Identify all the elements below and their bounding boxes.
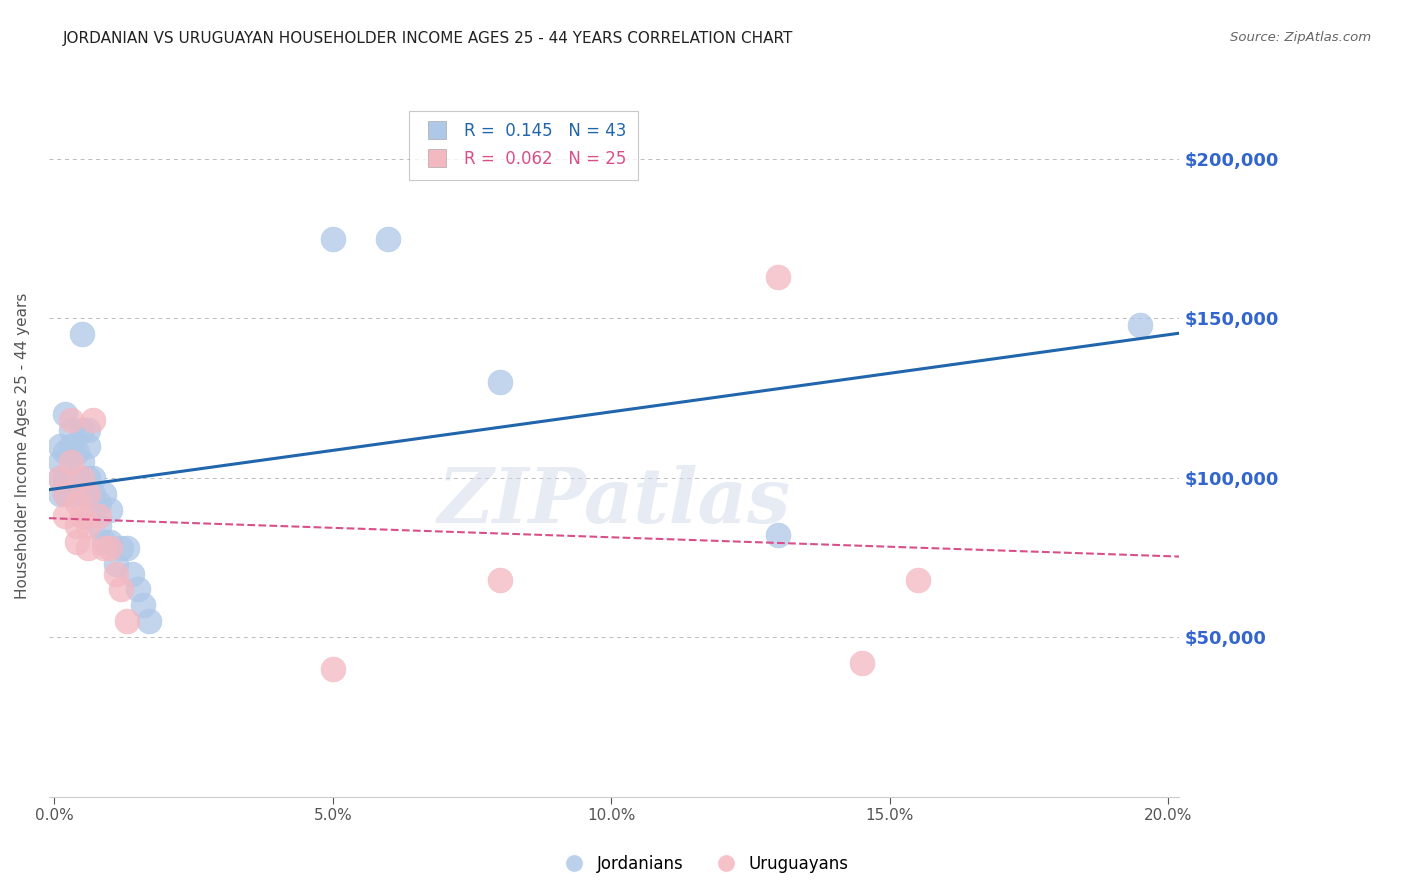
Point [55, 487, 77, 501]
Point [907, 573, 929, 587]
Point [65, 518, 87, 533]
Point [93, 487, 115, 501]
Point [82, 487, 104, 501]
Point [60, 413, 83, 427]
Point [851, 656, 873, 670]
Point [70, 487, 93, 501]
Point [60, 423, 83, 437]
Point [76, 518, 98, 533]
Point [65, 534, 87, 549]
Y-axis label: Householder Income Ages 25 - 44 years: Householder Income Ages 25 - 44 years [15, 293, 30, 599]
Point [70, 423, 93, 437]
Point [49, 471, 72, 485]
Point [76, 509, 98, 524]
Point [55, 487, 77, 501]
Point [98, 502, 121, 516]
Point [76, 439, 98, 453]
Point [70, 455, 93, 469]
Point [115, 541, 138, 555]
Point [76, 471, 98, 485]
Point [322, 662, 344, 676]
Point [768, 270, 790, 285]
Point [49, 455, 72, 469]
Point [377, 232, 399, 246]
Text: Source: ZipAtlas.com: Source: ZipAtlas.com [1230, 31, 1371, 45]
Point [98, 541, 121, 555]
Text: JORDANIAN VS URUGUAYAN HOUSEHOLDER INCOME AGES 25 - 44 YEARS CORRELATION CHART: JORDANIAN VS URUGUAYAN HOUSEHOLDER INCOM… [63, 31, 793, 46]
Point [98, 534, 121, 549]
Point [110, 541, 132, 555]
Point [70, 509, 93, 524]
Point [55, 509, 77, 524]
Point [70, 471, 93, 485]
Point [60, 487, 83, 501]
Text: ZIPatlas: ZIPatlas [437, 465, 790, 539]
Point [60, 455, 83, 469]
Point [489, 375, 512, 389]
Point [49, 439, 72, 453]
Point [104, 557, 127, 571]
Point [49, 471, 72, 485]
Point [82, 471, 104, 485]
Point [70, 327, 93, 342]
Point [55, 407, 77, 421]
Point [104, 566, 127, 581]
Point [76, 487, 98, 501]
Point [76, 423, 98, 437]
Point [93, 541, 115, 555]
Point [55, 445, 77, 459]
Point [768, 528, 790, 542]
Legend: R =  0.145   N = 43, R =  0.062   N = 25: R = 0.145 N = 43, R = 0.062 N = 25 [409, 111, 638, 180]
Point [1129, 318, 1152, 332]
Point [65, 445, 87, 459]
Point [76, 487, 98, 501]
Point [55, 471, 77, 485]
Point [60, 439, 83, 453]
Point [121, 566, 143, 581]
Point [489, 573, 512, 587]
Point [76, 541, 98, 555]
Point [132, 599, 155, 613]
Point [87, 518, 110, 533]
Legend: Jordanians, Uruguayans: Jordanians, Uruguayans [551, 848, 855, 880]
Point [65, 471, 87, 485]
Point [322, 232, 344, 246]
Point [87, 496, 110, 510]
Point [138, 615, 160, 629]
Point [93, 534, 115, 549]
Point [127, 582, 149, 597]
Point [87, 509, 110, 524]
Point [65, 496, 87, 510]
Point [115, 615, 138, 629]
Point [49, 487, 72, 501]
Point [82, 413, 104, 427]
Point [110, 582, 132, 597]
Point [60, 471, 83, 485]
